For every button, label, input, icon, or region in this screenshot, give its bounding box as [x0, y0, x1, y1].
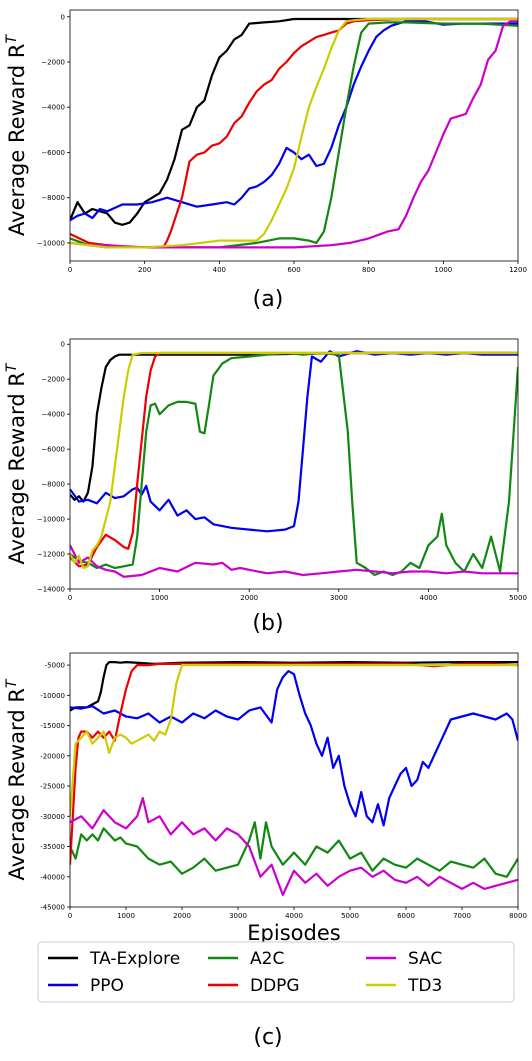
- y-tick-label: −6000: [41, 446, 65, 454]
- y-tick-label: −8000: [41, 481, 65, 489]
- y-axis-label: Average Reward RT: [4, 362, 29, 564]
- series-line-td3: [70, 17, 518, 249]
- series-line-ta-explore: [70, 17, 518, 226]
- chart-panel-2: 0 1000 2000 3000 4000 5000 0 −2000 −4000 −6000 −80…: [4, 338, 527, 602]
- legend-label-a2c: A2C: [250, 949, 284, 969]
- x-tick-label: 3000: [330, 594, 348, 602]
- series-line-ta-explore: [70, 660, 518, 712]
- y-tick-label: -30000: [40, 813, 65, 821]
- chart-panel-3: 0 1000 2000 3000 4000 5000 6000 7000 8000 -5000 -1…: [4, 652, 527, 945]
- axes-frame: [69, 338, 519, 590]
- y-tick-label: −4000: [41, 104, 65, 112]
- series-line-td3: [70, 663, 518, 817]
- x-tick-label: 1000: [434, 266, 452, 274]
- panel-caption-a: (a): [253, 287, 284, 312]
- chart-panel-1: 0 200 400 600 800 1000 1200 0 −2000 −4000 −6000 −80…: [4, 9, 527, 274]
- x-tick-label: 1200: [509, 266, 527, 274]
- y-tick-label: 0: [61, 341, 65, 349]
- y-tick-label: -15000: [40, 722, 65, 730]
- x-tick-label: 400: [213, 266, 226, 274]
- y-tick-label: −10000: [37, 239, 65, 247]
- x-tick-label: 0: [68, 266, 72, 274]
- y-tick-label: -45000: [40, 904, 65, 912]
- y-tick-label: -25000: [40, 783, 65, 791]
- legend-label-ta-explore: TA-Explore: [89, 949, 180, 969]
- legend-label-td3: TD3: [407, 976, 442, 996]
- x-tick-label: 200: [138, 266, 151, 274]
- axes-frame: [69, 9, 519, 262]
- legend-label-ppo: PPO: [90, 976, 124, 996]
- y-tick-label: −14000: [37, 586, 65, 594]
- series-line-a2c: [70, 821, 518, 878]
- legend: TA-Explore A2C SAC PPO DDPG TD3: [37, 941, 515, 1003]
- series-line-a2c: [70, 351, 518, 577]
- legend-label-sac: SAC: [408, 949, 442, 969]
- x-tick-label: 800: [362, 266, 375, 274]
- y-tick-label: −2000: [41, 376, 65, 384]
- y-tick-label: −4000: [41, 411, 65, 419]
- series-line-td3: [70, 351, 518, 570]
- series-line-ppo: [70, 20, 518, 222]
- x-tick-label: 1000: [117, 912, 135, 920]
- panel-caption-b: (b): [252, 611, 283, 636]
- x-tick-label: 4000: [285, 912, 303, 920]
- y-axis-label: Average Reward RT: [4, 34, 29, 236]
- series-line-sac: [70, 544, 518, 578]
- y-tick-label: −2000: [41, 59, 65, 67]
- y-tick-label: −6000: [41, 149, 65, 157]
- panel-captions: (a) (b) (c): [252, 287, 283, 1050]
- x-axis-label: Episodes: [247, 921, 340, 945]
- series-line-ppo: [70, 669, 518, 827]
- x-tick-label: 7000: [453, 912, 471, 920]
- panel-caption-c: (c): [253, 1025, 282, 1050]
- x-tick-label: 1000: [151, 594, 169, 602]
- x-tick-label: 0: [68, 912, 72, 920]
- y-tick-label: -5000: [45, 662, 65, 670]
- series-line-sac: [70, 20, 518, 249]
- x-tick-label: 2000: [240, 594, 258, 602]
- y-tick-label: 0: [61, 13, 65, 21]
- y-tick-label: -10000: [40, 692, 65, 700]
- x-tick-label: 6000: [397, 912, 415, 920]
- x-tick-label: 3000: [229, 912, 247, 920]
- series-line-ddpg: [70, 662, 518, 865]
- y-tick-label: -20000: [40, 752, 65, 760]
- x-tick-label: 0: [68, 594, 72, 602]
- y-axis-label: Average Reward RT: [4, 678, 29, 880]
- x-tick-label: 8000: [509, 912, 527, 920]
- y-tick-label: -40000: [40, 873, 65, 881]
- y-tick-label: −12000: [37, 551, 65, 559]
- series-line-ppo: [70, 350, 518, 533]
- y-tick-label: −8000: [41, 194, 65, 202]
- series-line-sac: [70, 796, 518, 897]
- x-tick-label: 5000: [341, 912, 359, 920]
- x-tick-label: 2000: [173, 912, 191, 920]
- x-tick-label: 4000: [419, 594, 437, 602]
- y-tick-label: -35000: [40, 843, 65, 851]
- y-tick-label: −10000: [37, 516, 65, 524]
- legend-label-ddpg: DDPG: [250, 976, 300, 996]
- x-tick-label: 5000: [509, 594, 527, 602]
- axes-frame: [69, 652, 519, 908]
- x-tick-label: 600: [287, 266, 300, 274]
- chart-panels: 0 200 400 600 800 1000 1200 0 −2000 −4000 −6000 −80…: [4, 9, 527, 945]
